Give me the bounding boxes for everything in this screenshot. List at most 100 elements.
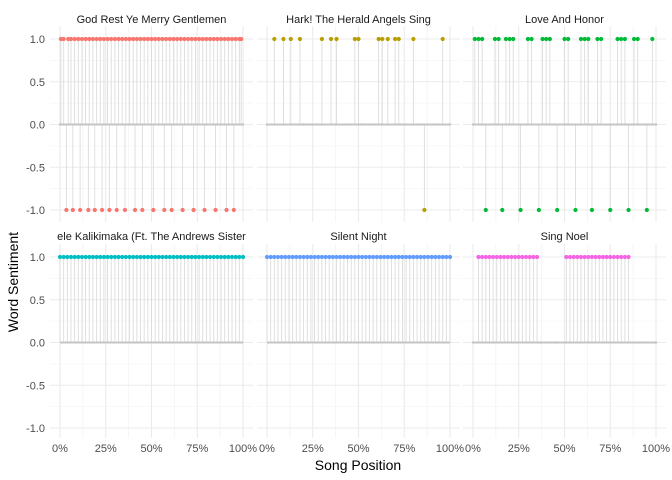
sentiment-point: [138, 36, 143, 42]
sentiment-point: [301, 254, 306, 260]
sentiment-point: [226, 254, 231, 260]
sentiment-point: [547, 36, 552, 42]
neutral-point: [471, 341, 475, 344]
y-tick-label: 0.5: [30, 295, 45, 307]
sentiment-point: [90, 36, 96, 42]
neutral-point: [360, 123, 364, 126]
sentiment-point: [599, 36, 604, 42]
sentiment-point: [518, 207, 523, 213]
sentiment-point: [213, 207, 218, 213]
sentiment-point: [90, 254, 96, 260]
sentiment-point: [589, 254, 595, 260]
sentiment-point: [352, 254, 357, 260]
sentiment-point: [371, 254, 376, 260]
x-tick-label: 100%: [642, 443, 670, 455]
sentiment-point: [229, 254, 235, 260]
sentiment-point: [239, 36, 244, 42]
sentiment-point: [207, 254, 213, 260]
x-tick-label: 100%: [229, 443, 257, 455]
x-tick-label: 25%: [95, 443, 117, 455]
sentiment-point: [498, 254, 503, 260]
sentiment-point: [279, 254, 284, 260]
sentiment-point: [297, 36, 303, 42]
chart-panels: God Rest Ye Merry Gentlemen 1.0 0.5 0.0 -0.5…: [26, 14, 670, 455]
sentiment-point: [422, 254, 427, 260]
sentiment-point: [231, 207, 236, 213]
sentiment-point: [123, 254, 128, 260]
sentiment-point: [352, 36, 357, 42]
sentiment-point: [178, 254, 183, 260]
sentiment-point: [476, 254, 481, 260]
sentiment-point: [264, 254, 270, 260]
sentiment-point: [151, 207, 156, 213]
sentiment-point: [571, 254, 576, 260]
sentiment-point: [626, 207, 631, 213]
sentiment-point: [341, 254, 346, 260]
sentiment-point: [308, 254, 314, 260]
sentiment-point: [78, 207, 83, 213]
sentiment-point: [360, 254, 365, 260]
sentiment-point: [156, 254, 161, 260]
sentiment-point: [566, 36, 571, 42]
sentiment-point: [433, 254, 438, 260]
sentiment-point: [356, 36, 361, 42]
sentiment-point: [578, 36, 584, 42]
sentiment-point: [527, 254, 532, 260]
neutral-point: [654, 341, 658, 344]
sentiment-point: [644, 207, 649, 213]
sentiment-point: [61, 254, 66, 260]
sentiment-point: [226, 36, 231, 42]
sentiment-point: [171, 254, 176, 260]
sentiment-point: [403, 254, 409, 260]
x-tick-label: 0%: [465, 443, 481, 455]
facet-title: Silent Night: [330, 231, 386, 243]
sentiment-point: [160, 36, 165, 42]
x-tick-label: 75%: [599, 443, 621, 455]
sentiment-point: [540, 36, 545, 42]
sentiment-point: [200, 254, 205, 260]
sentiment-point: [345, 254, 350, 260]
sentiment-point: [182, 36, 187, 42]
sentiment-point: [156, 36, 161, 42]
x-tick-label: 25%: [302, 443, 324, 455]
sentiment-point: [109, 254, 114, 260]
neutral-point: [654, 123, 658, 126]
sentiment-point: [65, 254, 70, 260]
sentiment-point: [131, 36, 136, 42]
facet-title: Love And Honor: [525, 14, 604, 26]
sentiment-point: [240, 254, 246, 260]
sentiment-point: [189, 254, 194, 260]
sentiment-point: [132, 207, 138, 213]
sentiment-point: [204, 36, 209, 42]
sentiment-point: [83, 36, 88, 42]
y-tick-label: 1.0: [30, 252, 45, 264]
sentiment-point: [483, 207, 488, 213]
sentiment-point: [222, 36, 227, 42]
sentiment-point: [597, 254, 602, 260]
sentiment-point: [94, 254, 99, 260]
sentiment-point: [582, 254, 587, 260]
sentiment-point: [218, 36, 224, 42]
sentiment-point: [180, 207, 185, 213]
sentiment-point: [191, 207, 196, 213]
sentiment-point: [138, 254, 143, 260]
sentiment-point: [222, 254, 227, 260]
y-tick-label: -1.0: [26, 205, 45, 217]
sentiment-point: [70, 207, 75, 213]
sentiment-point: [611, 254, 617, 260]
sentiment-point: [134, 36, 139, 42]
sentiment-point: [233, 254, 238, 260]
sentiment-point: [98, 254, 103, 260]
sentiment-point: [615, 254, 620, 260]
sentiment-point: [120, 254, 125, 260]
sentiment-point: [211, 254, 216, 260]
sentiment-point: [338, 254, 343, 260]
facet-title: Sing Noel: [541, 231, 589, 243]
sentiment-point: [327, 254, 332, 260]
sentiment-point: [492, 36, 498, 42]
sentiment-point: [496, 36, 501, 42]
sentiment-point: [202, 207, 207, 213]
sentiment-point: [167, 36, 172, 42]
sentiment-point: [425, 254, 431, 260]
sentiment-point: [196, 36, 202, 42]
